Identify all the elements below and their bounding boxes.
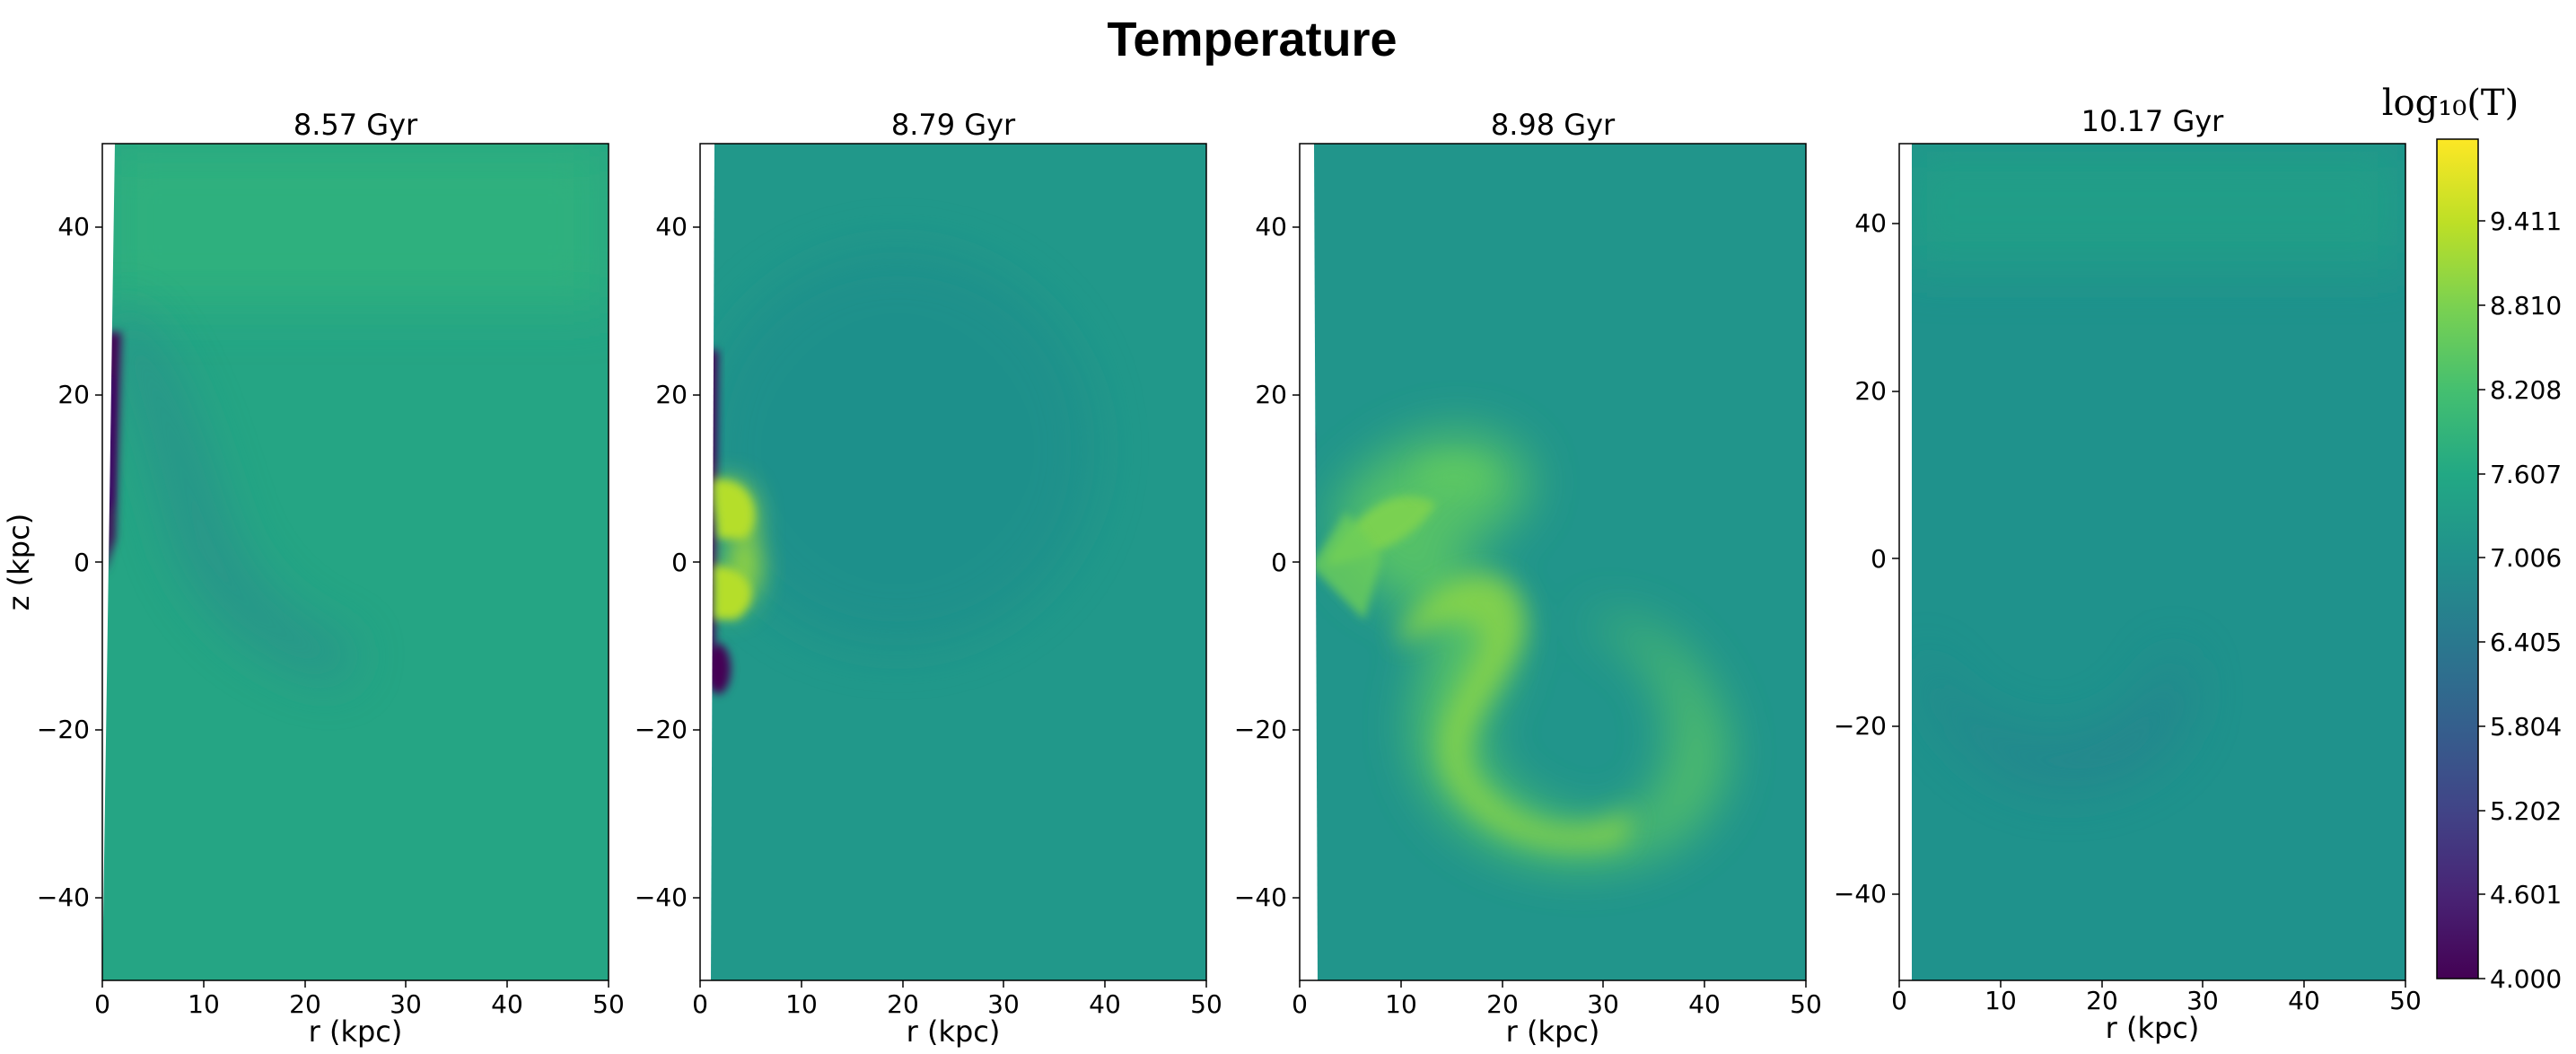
- colorbar-tick-label: 5.804: [2490, 712, 2562, 742]
- y-tick-labels: 40 20 0 −20 −40: [1234, 212, 1287, 912]
- panel-title: 8.57 Gyr: [294, 108, 418, 142]
- x-ticks: [101, 980, 609, 988]
- x-tick-label: 30: [1587, 989, 1619, 1019]
- x-tick-label: 10: [188, 989, 220, 1019]
- y-tick-label: 0: [1271, 548, 1287, 577]
- heatmap-field: [1300, 144, 1806, 980]
- x-tick-label: 10: [1985, 986, 2017, 1015]
- colorbar-tick-label: 7.006: [2490, 543, 2562, 573]
- x-tick-label: 30: [2186, 986, 2219, 1015]
- figure-title: Temperature: [1107, 13, 1397, 66]
- y-tick-label: 40: [1255, 212, 1287, 242]
- x-tick-label: 30: [390, 989, 422, 1019]
- y-axis-label: z (kpc): [2, 514, 36, 610]
- y-tick-label: −40: [37, 883, 90, 912]
- y-tick-label: 0: [74, 548, 90, 577]
- panel-1: 8.57 Gyr 0 10 20 30 40 50 40 20 0 −20: [2, 108, 625, 1049]
- y-tick-label: −40: [1834, 879, 1887, 909]
- colorbar-tick-label: 5.202: [2490, 796, 2562, 826]
- y-tick-label: 40: [1854, 208, 1887, 238]
- panel-4: 10.17 Gyr 0 10 20 30 40 50 40 20 0 −20: [1834, 104, 2422, 1045]
- x-tick-label: 50: [1790, 989, 1822, 1019]
- x-tick-label: 20: [1486, 989, 1519, 1019]
- x-tick-label: 50: [592, 989, 625, 1019]
- x-tick-labels: 0 10 20 30 40 50: [692, 989, 1222, 1019]
- y-ticks: [1892, 223, 1899, 895]
- x-axis-label: r (kpc): [309, 1014, 403, 1049]
- x-tick-label: 10: [1385, 989, 1417, 1019]
- x-tick-label: 30: [987, 989, 1020, 1019]
- panel-title: 8.98 Gyr: [1491, 108, 1616, 142]
- panel-title: 10.17 Gyr: [2081, 104, 2225, 138]
- y-ticks: [693, 226, 700, 899]
- y-tick-label: −20: [635, 715, 688, 744]
- colorbar-label: log₁₀(T): [2382, 83, 2519, 124]
- heatmap-field: [102, 144, 609, 980]
- colorbar-tick-label: 7.607: [2490, 460, 2562, 489]
- x-tick-label: 0: [1292, 989, 1308, 1019]
- x-tick-label: 40: [491, 989, 523, 1019]
- x-tick-label: 40: [1089, 989, 1121, 1019]
- colorbar-tick-label: 9.411: [2490, 206, 2562, 236]
- colorbar-tick-label: 8.810: [2490, 291, 2562, 321]
- x-tick-labels: 0 10 20 30 40 50: [94, 989, 625, 1019]
- colorbar-gradient: [2436, 138, 2479, 979]
- y-tick-label: −20: [37, 715, 90, 744]
- x-tick-label: 20: [2086, 986, 2118, 1015]
- x-ticks: [699, 980, 1207, 988]
- y-tick-labels: 40 20 0 −20 −40: [1834, 208, 1887, 909]
- y-tick-label: 20: [57, 380, 90, 409]
- y-tick-labels: 40 20 0 −20 −40: [37, 212, 90, 912]
- y-tick-label: −40: [1234, 883, 1287, 912]
- x-tick-label: 50: [1190, 989, 1222, 1019]
- y-tick-labels: 40 20 0 −20 −40: [635, 212, 688, 912]
- y-tick-label: 40: [655, 212, 688, 242]
- y-tick-label: 0: [671, 548, 688, 577]
- colorbar-tick-label: 4.000: [2490, 964, 2562, 994]
- x-tick-label: 0: [692, 989, 708, 1019]
- colorbar-ticks: [2478, 220, 2485, 979]
- y-tick-label: 20: [1255, 380, 1287, 409]
- x-ticks: [1898, 980, 2406, 988]
- x-axis-label: r (kpc): [907, 1014, 1001, 1049]
- x-tick-labels: 0 10 20 30 40 50: [1292, 989, 1822, 1019]
- colorbar-tick-labels: 4.000 4.601 5.202 5.804 6.405 7.006 7.60…: [2490, 206, 2562, 994]
- x-tick-label: 50: [2389, 986, 2422, 1015]
- y-ticks: [95, 226, 102, 899]
- y-tick-label: 0: [1871, 544, 1887, 574]
- plot-frame: [1898, 143, 2406, 981]
- x-tick-label: 20: [887, 989, 919, 1019]
- heatmap-field: [1899, 144, 2405, 980]
- y-tick-label: −40: [635, 883, 688, 912]
- x-tick-label: 10: [785, 989, 818, 1019]
- x-tick-label: 20: [289, 989, 321, 1019]
- y-ticks: [1292, 226, 1300, 899]
- x-tick-label: 0: [94, 989, 110, 1019]
- y-tick-label: −20: [1234, 715, 1287, 744]
- y-tick-label: 20: [1854, 376, 1887, 406]
- heatmap-field: [700, 144, 1206, 980]
- x-tick-label: 40: [1688, 989, 1721, 1019]
- panel-3: 8.98 Gyr 0 10 20 30 40 50 40 20: [1234, 108, 1822, 1049]
- y-tick-label: −20: [1834, 711, 1887, 741]
- x-tick-label: 40: [2288, 986, 2320, 1015]
- x-axis-label: r (kpc): [2106, 1011, 2200, 1045]
- colorbar-tick-label: 6.405: [2490, 628, 2562, 657]
- colorbar-tick-label: 8.208: [2490, 375, 2562, 405]
- x-tick-labels: 0 10 20 30 40 50: [1891, 986, 2422, 1015]
- x-tick-label: 0: [1891, 986, 1907, 1015]
- x-ticks: [1299, 980, 1807, 988]
- panel-2: 8.79 Gyr 0 10 20 30 40 50 40 20: [635, 108, 1222, 1049]
- y-tick-label: 20: [655, 380, 688, 409]
- colorbar-tick-label: 4.601: [2490, 880, 2562, 909]
- y-tick-label: 40: [57, 212, 90, 242]
- x-axis-label: r (kpc): [1506, 1014, 1600, 1049]
- panel-title: 8.79 Gyr: [891, 108, 1016, 142]
- colorbar: log₁₀(T) 4.000 4.601 5.202 5.804 6.405 7…: [2382, 83, 2562, 994]
